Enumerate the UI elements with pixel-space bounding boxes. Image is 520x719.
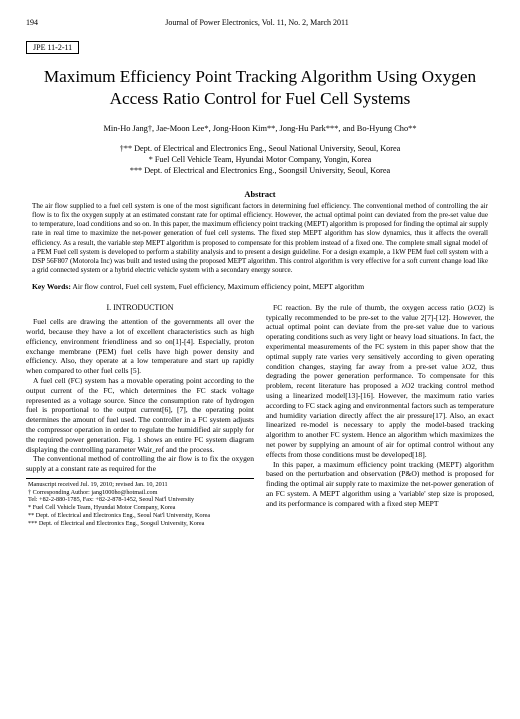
- footnote-affil-3: *** Dept. of Electrical and Electronics …: [26, 520, 254, 528]
- footnote-corresponding: † Corresponding Author: jang1000ho@hotma…: [26, 489, 254, 497]
- intro-para-1: Fuel cells are drawing the attention of …: [26, 317, 254, 376]
- intro-para-2: A fuel cell (FC) system has a movable op…: [26, 376, 254, 454]
- affiliation-2: * Fuel Cell Vehicle Team, Hyundai Motor …: [26, 154, 494, 165]
- keywords-text: Air flow control, Fuel cell system, Fuel…: [71, 282, 364, 291]
- footnote-tel: Tel: +82-2-880-1785, Fax: +82-2-878-1452…: [26, 496, 254, 504]
- footnote-manuscript: Manuscript received Jul. 19, 2010; revis…: [26, 481, 254, 489]
- jpe-code-box: JPE 11-2-11: [26, 41, 79, 54]
- keywords-line: Key Words: Air flow control, Fuel cell s…: [32, 282, 488, 291]
- journal-name: Journal of Power Electronics, Vol. 11, N…: [38, 18, 476, 27]
- abstract-text: The air flow supplied to a fuel cell sys…: [32, 202, 488, 275]
- author-list: Min-Ho Jang†, Jae-Moon Lee*, Jong-Hoon K…: [26, 124, 494, 133]
- footnote-affil-1: * Fuel Cell Vehicle Team, Hyundai Motor …: [26, 504, 254, 512]
- body-columns: I. INTRODUCTION Fuel cells are drawing t…: [26, 303, 494, 528]
- affiliation-3: *** Dept. of Electrical and Electronics …: [26, 165, 494, 176]
- section-heading-intro: I. INTRODUCTION: [26, 303, 254, 313]
- footnotes: Manuscript received Jul. 19, 2010; revis…: [26, 481, 254, 528]
- affiliation-1: †** Dept. of Electrical and Electronics …: [26, 143, 494, 154]
- left-column: I. INTRODUCTION Fuel cells are drawing t…: [26, 303, 254, 528]
- footnote-affil-2: ** Dept. of Electrical and Electronics E…: [26, 512, 254, 520]
- affiliations: †** Dept. of Electrical and Electronics …: [26, 143, 494, 176]
- paper-title: Maximum Efficiency Point Tracking Algori…: [26, 66, 494, 110]
- page-number: 194: [26, 18, 38, 27]
- abstract-heading: Abstract: [26, 190, 494, 199]
- right-para-2: In this paper, a maximum efficiency poin…: [266, 460, 494, 509]
- right-column: FC reaction. By the rule of thumb, the o…: [266, 303, 494, 528]
- right-para-1: FC reaction. By the rule of thumb, the o…: [266, 303, 494, 460]
- keywords-label: Key Words:: [32, 282, 71, 291]
- page-header: 194 Journal of Power Electronics, Vol. 1…: [26, 18, 494, 27]
- intro-para-3: The conventional method of controlling t…: [26, 454, 254, 474]
